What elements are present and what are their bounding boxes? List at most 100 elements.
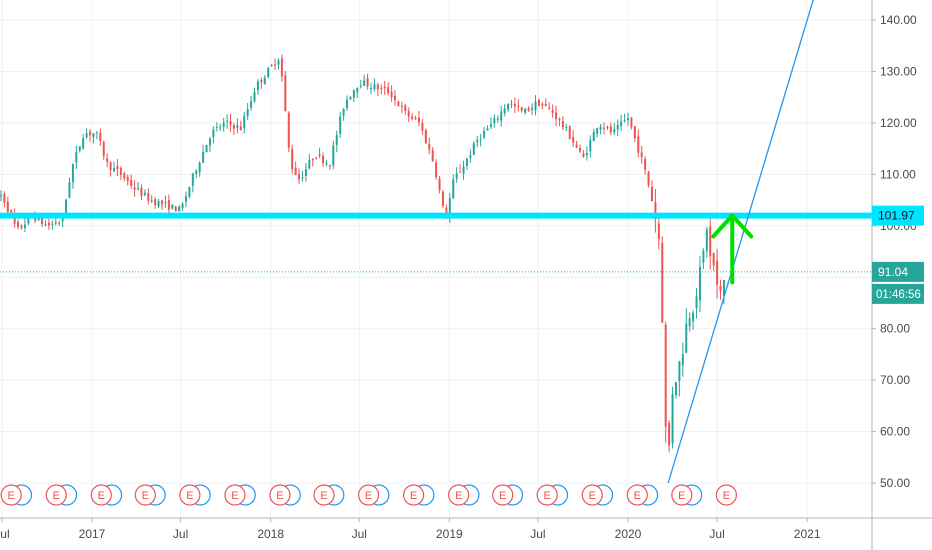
earnings-marker[interactable]	[671, 484, 693, 506]
candle-body	[606, 126, 609, 129]
plot-area[interactable]	[0, 0, 872, 518]
candle-body	[212, 129, 215, 138]
earnings-marker[interactable]	[448, 484, 470, 506]
grid	[0, 0, 872, 518]
earnings-marker[interactable]	[179, 484, 201, 506]
candle-body	[393, 95, 396, 100]
candle-body	[82, 138, 85, 149]
candle-body	[657, 223, 660, 240]
y-tick-label: 70.00	[880, 373, 910, 387]
candle-body	[462, 166, 465, 174]
candle-body	[609, 126, 612, 133]
candle-body	[712, 252, 715, 266]
candle-body	[716, 260, 719, 285]
candle-body	[390, 91, 393, 98]
drawings[interactable]	[0, 0, 872, 484]
candle-body	[133, 187, 136, 190]
earnings-marker[interactable]	[0, 484, 22, 506]
candle-body	[99, 132, 102, 142]
y-tick-label: 120.00	[880, 116, 917, 130]
candle-body	[150, 200, 153, 202]
candle-body	[452, 179, 455, 199]
candle-body	[205, 144, 208, 153]
candle-body	[280, 58, 283, 77]
earnings-marker-label: E	[410, 490, 417, 502]
candle-body	[311, 158, 314, 160]
candle-body	[572, 137, 575, 143]
candle-body	[267, 67, 270, 77]
earnings-marker-label: E	[365, 490, 372, 502]
candle-body	[51, 223, 54, 225]
candle-body	[555, 112, 558, 120]
candle-body	[517, 106, 520, 108]
candle-body	[274, 64, 277, 66]
candle-body	[633, 126, 636, 139]
earnings-marker[interactable]	[536, 484, 558, 506]
earnings-marker-label: E	[589, 490, 596, 502]
candle-body	[304, 169, 307, 176]
earnings-marker[interactable]	[626, 484, 648, 506]
earnings-marker[interactable]	[90, 484, 112, 506]
candle-body	[106, 158, 109, 163]
candle-body	[58, 222, 61, 224]
earnings-marker[interactable]	[269, 484, 291, 506]
candle-body	[472, 143, 475, 155]
arrow-up-icon[interactable]	[711, 213, 754, 285]
x-tick-label: Jul	[0, 527, 10, 541]
earnings-marker-label: E	[98, 490, 105, 502]
candle-body	[469, 155, 472, 158]
candle-body	[195, 170, 198, 174]
candle-body	[603, 127, 606, 129]
earnings-marker[interactable]	[581, 484, 603, 506]
candle-body	[301, 177, 304, 179]
earnings-marker[interactable]	[492, 484, 514, 506]
x-tick-label: Jul	[530, 527, 545, 541]
candle-body	[630, 117, 633, 128]
candle-body	[674, 382, 677, 396]
earnings-marker-label: E	[231, 490, 238, 502]
candle-body	[589, 140, 592, 152]
candle-body	[534, 101, 537, 110]
trendline[interactable]	[667, 0, 816, 484]
candle-body	[318, 154, 321, 157]
candle-body	[640, 152, 643, 157]
earnings-marker[interactable]	[313, 484, 335, 506]
candle-body	[435, 162, 438, 178]
candle-body	[599, 126, 602, 130]
candle-body	[366, 78, 369, 87]
candle-body	[692, 312, 695, 322]
candle-body	[678, 361, 681, 381]
candle-body	[356, 87, 359, 93]
y-tick-label: 130.00	[880, 64, 917, 78]
candle-body	[428, 143, 431, 150]
candle-body	[123, 173, 126, 179]
candle-body	[513, 103, 516, 107]
earnings-marker[interactable]	[45, 484, 67, 506]
x-tick-label: 2020	[615, 527, 642, 541]
candle-body	[465, 159, 468, 166]
candle-body	[332, 145, 335, 166]
earnings-marker[interactable]	[357, 484, 380, 506]
candle-body	[414, 117, 417, 119]
candle-body	[167, 200, 170, 210]
candle-body	[184, 196, 187, 202]
candle-body	[376, 84, 379, 90]
candle-body	[219, 127, 222, 129]
candle-body	[342, 108, 345, 116]
y-tick-label: 80.00	[880, 322, 910, 336]
candle-body	[620, 121, 623, 126]
candle-body	[500, 111, 503, 121]
candle-body	[85, 133, 88, 138]
earnings-marker[interactable]	[403, 484, 425, 506]
candle-body	[188, 187, 191, 197]
candle-body	[298, 174, 301, 180]
earnings-marker[interactable]	[134, 484, 156, 506]
earnings-marker[interactable]	[715, 484, 737, 506]
candle-body	[507, 103, 510, 110]
candle-body	[339, 116, 342, 134]
x-tick-label: 2021	[794, 527, 821, 541]
earnings-marker[interactable]	[224, 484, 246, 506]
